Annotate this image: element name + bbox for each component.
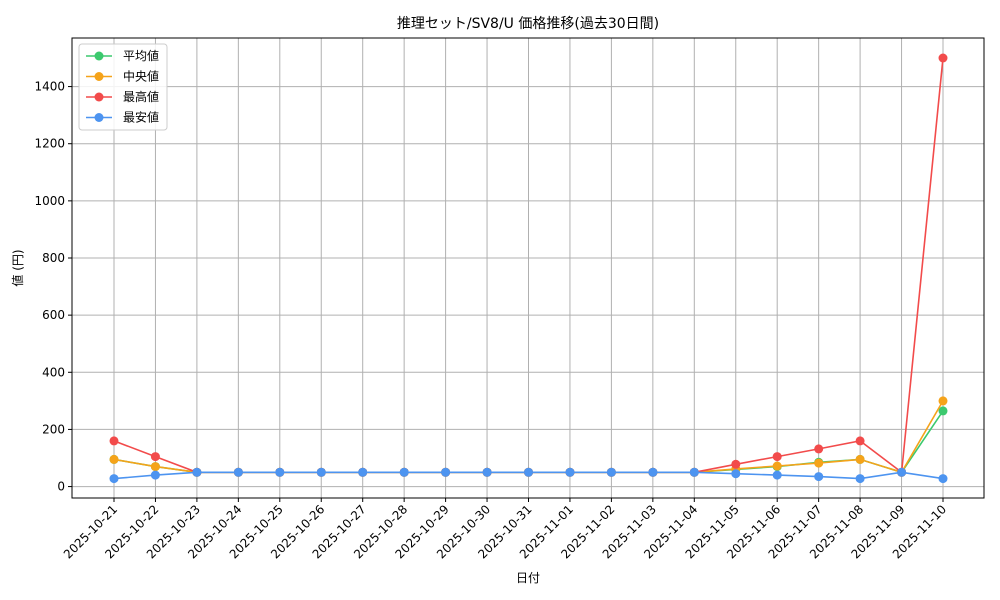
y-tick-label: 1400 <box>34 80 65 94</box>
legend-entry: 中央値 <box>86 69 159 84</box>
legend-marker <box>94 92 104 102</box>
data-point <box>150 470 160 480</box>
grid <box>72 38 984 498</box>
data-point <box>316 467 326 477</box>
series-lines <box>109 53 948 484</box>
data-point <box>855 474 865 484</box>
data-point <box>482 467 492 477</box>
legend-label: 平均値 <box>123 48 159 63</box>
data-point <box>814 458 824 468</box>
axis-ticks: 2025-10-212025-10-222025-10-232025-10-24… <box>34 80 949 562</box>
data-point <box>524 467 533 477</box>
y-axis-label: 値 (円) <box>10 249 25 286</box>
chart-title: 推理セット/SV8/U 価格推移(過去30日間) <box>397 16 659 32</box>
legend-marker <box>94 72 104 81</box>
data-point <box>897 467 907 477</box>
data-point <box>275 467 285 477</box>
data-point <box>938 474 948 484</box>
data-point <box>938 396 948 406</box>
data-point <box>441 467 451 477</box>
y-tick-label: 0 <box>57 480 65 494</box>
data-point <box>109 454 119 464</box>
y-tick-label: 200 <box>42 422 65 436</box>
data-point <box>938 406 948 416</box>
data-point <box>399 467 409 477</box>
data-point <box>772 470 782 480</box>
data-point <box>150 452 160 462</box>
series-3 <box>109 467 948 484</box>
data-point <box>606 467 616 477</box>
data-point <box>814 472 824 482</box>
data-point <box>772 452 782 462</box>
legend-label: 中央値 <box>123 69 159 84</box>
y-tick-label: 800 <box>42 251 65 265</box>
data-point <box>192 467 202 477</box>
data-point <box>938 53 948 63</box>
data-point <box>772 461 782 471</box>
legend-marker <box>94 113 104 122</box>
data-point <box>233 467 243 477</box>
data-point <box>814 444 824 454</box>
data-point <box>109 474 119 484</box>
data-point <box>731 459 741 469</box>
data-point <box>689 467 699 477</box>
x-axis-label: 日付 <box>516 571 540 585</box>
legend-entry: 平均値 <box>86 48 159 63</box>
data-point <box>358 467 368 477</box>
data-point <box>648 467 658 477</box>
y-tick-label: 1200 <box>34 137 65 151</box>
legend-label: 最高値 <box>123 89 159 104</box>
y-tick-label: 400 <box>42 365 65 379</box>
data-point <box>565 467 575 477</box>
legend-entry: 最高値 <box>86 89 159 104</box>
data-point <box>150 462 160 472</box>
data-point <box>855 454 865 464</box>
legend-box <box>78 43 168 131</box>
legend-label: 最安値 <box>123 110 159 125</box>
data-point <box>855 436 865 446</box>
y-tick-label: 1000 <box>34 194 65 208</box>
legend-marker <box>94 51 104 61</box>
legend-entry: 最安値 <box>86 110 159 125</box>
y-tick-label: 600 <box>42 308 65 322</box>
data-point <box>731 469 741 479</box>
data-point <box>109 436 119 446</box>
